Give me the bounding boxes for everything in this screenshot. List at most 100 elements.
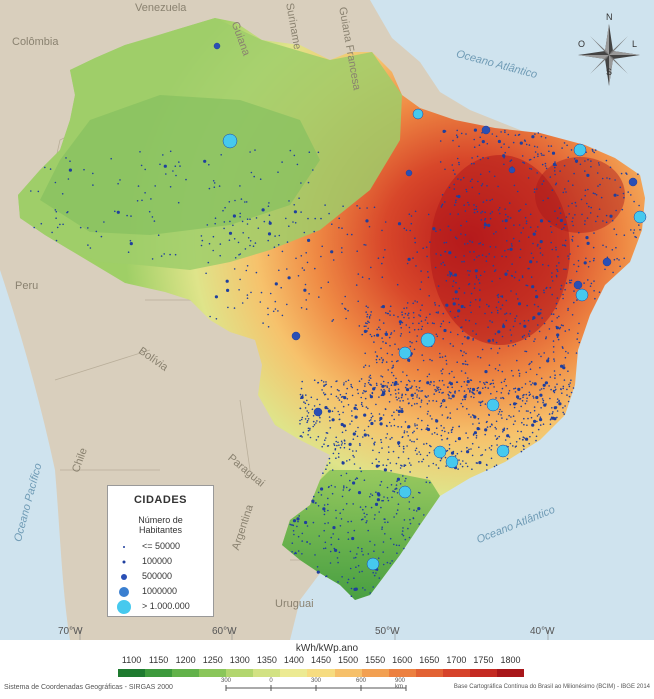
city-dot [504,313,506,315]
city-dot [533,406,536,408]
city-dot [410,387,413,389]
city-dot [372,571,375,574]
city-dot [397,456,400,459]
city-dot [471,241,474,243]
city-dot [130,215,132,217]
city-dot [363,512,366,515]
city-dot [501,410,503,413]
city-dot [327,497,329,500]
city-dot [395,487,398,490]
city-dot [344,308,347,311]
city-dot [416,335,419,337]
city-dot [525,410,528,412]
city-dot [407,435,410,437]
city-dot [564,405,566,407]
city-dot [207,261,210,264]
city-dot [427,271,429,273]
city-dot [110,157,112,160]
city-dot [414,241,417,244]
city-dot [465,352,467,355]
city-dot [608,177,611,180]
city-dot [376,328,379,331]
city-dot [347,531,349,534]
city-dot [363,479,366,482]
city-dot [512,445,514,447]
city-dot [380,389,383,391]
city-dot [489,425,492,428]
city-dot [552,411,554,413]
city-dot [462,405,464,408]
city-dot [416,251,419,253]
city-dot [584,170,586,172]
city-dot [452,302,456,306]
city-dot [286,241,289,243]
city-dot [550,313,553,315]
city-dot [301,532,304,535]
city-dot [376,384,378,387]
city-dot [554,210,556,212]
city-dot [481,454,484,456]
city-dot [551,412,554,415]
city-dot [635,236,637,239]
city-dot [427,410,429,413]
city-dot [606,256,609,259]
city-dot [599,183,601,186]
city-dot [551,416,555,420]
city-dot [509,247,513,251]
city-dot [370,412,373,415]
city-dot [572,387,575,389]
city-dot [405,229,408,231]
city-dot [530,168,533,170]
city-dot [355,284,358,286]
city-dot [347,404,350,406]
city-dot [572,224,574,227]
city-dot [351,233,353,236]
city-dot [328,212,330,215]
city-dot [293,552,296,555]
colorbar-cell [199,669,227,677]
city-dot [451,370,453,373]
city-dot [407,425,411,429]
city-dot [391,436,393,439]
city-dot [481,132,483,134]
city-dot [578,231,580,234]
city-dot [539,424,542,426]
city-dot [442,398,445,401]
city-dot [300,435,302,437]
city-dot [514,387,517,390]
city-dot [391,354,394,356]
city-dot [382,358,384,361]
city-dot [577,259,580,262]
city-dot [540,377,543,380]
city-dot [564,330,567,332]
city-dot [300,255,303,257]
city-dot [550,145,553,147]
city-dot [393,543,395,546]
city-dot [497,293,500,296]
city-dot [480,184,483,187]
city-dot [565,350,567,353]
city-dot [508,146,510,149]
city-dot [382,256,385,259]
city-dot [536,188,538,190]
city-dot [360,378,363,380]
city-dot [571,220,573,223]
city-dot [438,305,441,307]
city-dot [308,293,310,295]
city-dot [440,424,443,427]
city-dot [55,239,58,242]
city-dot [234,199,236,202]
city-dot [384,390,386,392]
city-dot [533,419,537,423]
city-dot [374,502,379,506]
city-dot [330,393,333,396]
city-dot [313,379,316,382]
city-dot [492,339,494,341]
city-dot [531,382,534,384]
city-dot [404,386,407,389]
city-dot [49,168,52,170]
city-dot [374,514,376,516]
city-dot [365,521,368,524]
city-dot [522,439,524,441]
city-dot [470,395,473,398]
